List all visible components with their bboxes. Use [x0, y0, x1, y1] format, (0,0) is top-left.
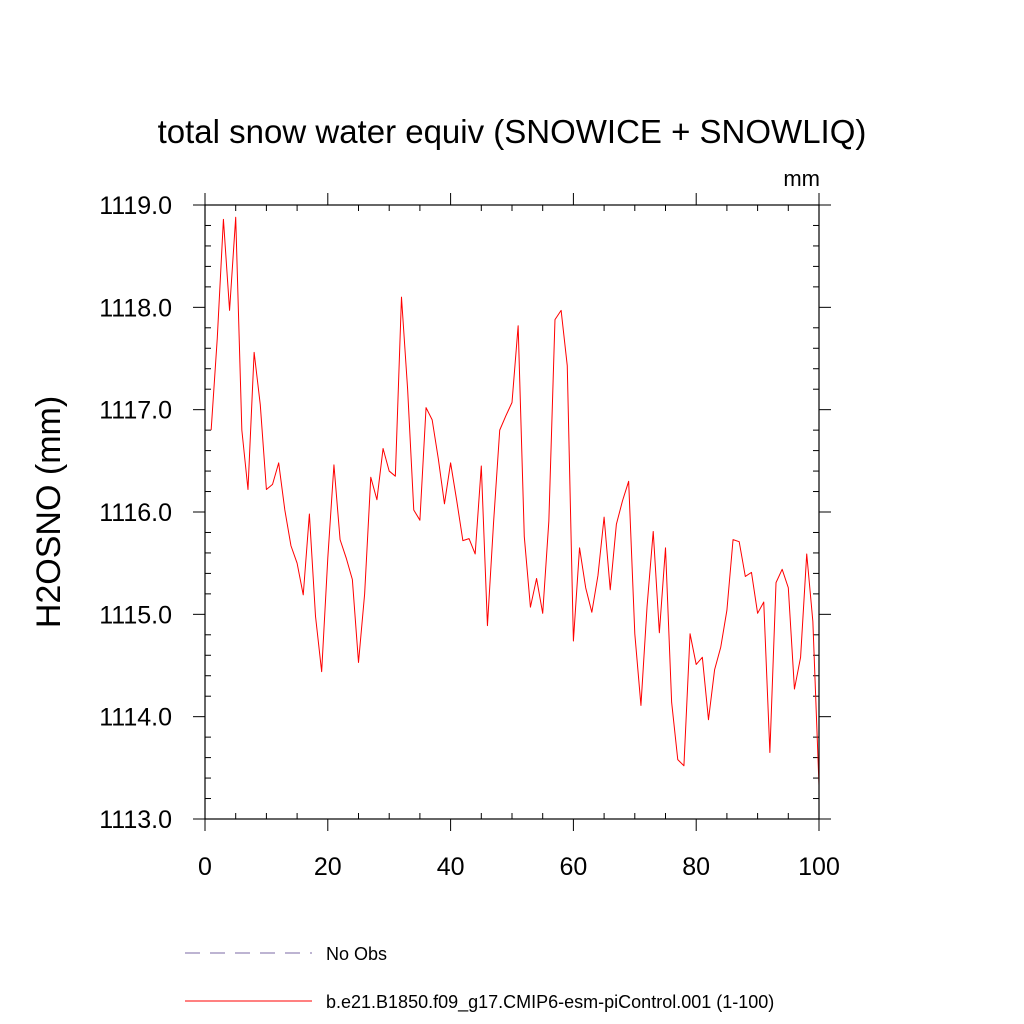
y-axis-label: H2OSNO (mm) [30, 396, 68, 628]
x-tick-label: 0 [198, 853, 212, 881]
y-tick-label: 1114.0 [99, 704, 172, 732]
axis-ticks [193, 193, 831, 831]
units-label: mm [783, 166, 820, 191]
x-tick-label: 80 [682, 853, 710, 881]
x-tick-label: 20 [314, 853, 342, 881]
legend-label-no-obs: No Obs [326, 944, 387, 964]
chart-title: total snow water equiv (SNOWICE + SNOWLI… [158, 113, 867, 150]
plot-frame [204, 204, 820, 820]
legend-label-model: b.e21.B1850.f09_g17.CMIP6-esm-piControl.… [326, 992, 774, 1013]
series-line [210, 216, 820, 786]
y-tick-label: 1113.0 [99, 806, 172, 834]
y-tick-label: 1117.0 [99, 397, 172, 425]
y-tick-label: 1118.0 [99, 294, 172, 322]
series-layer [210, 216, 820, 786]
x-tick-labels: 0 20 40 60 80 100 [198, 853, 840, 881]
y-tick-label: 1119.0 [99, 192, 172, 220]
x-tick-label: 60 [559, 853, 587, 881]
x-tick-label: 40 [437, 853, 465, 881]
y-tick-label: 1115.0 [99, 601, 172, 629]
x-tick-label: 100 [798, 853, 840, 881]
y-tick-labels: 1113.0 1114.0 1115.0 1116.0 1117.0 1118.0 1119… [99, 192, 172, 834]
y-tick-label: 1116.0 [99, 499, 172, 527]
